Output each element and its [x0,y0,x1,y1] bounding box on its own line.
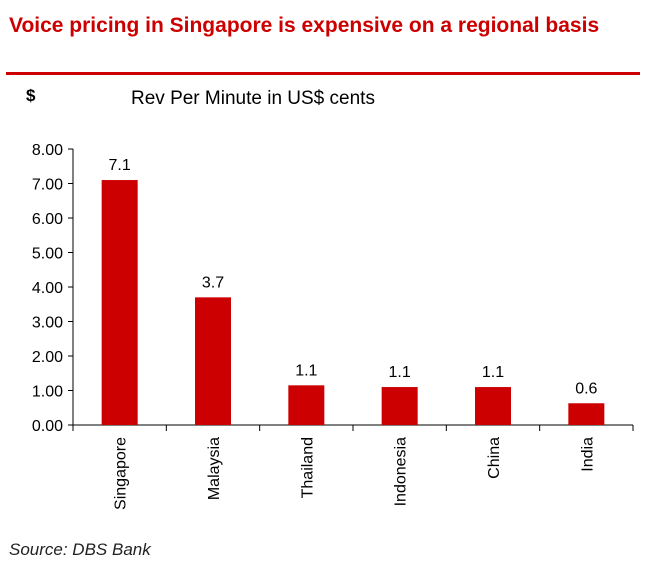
source-note: Source: DBS Bank [9,540,151,559]
chart-title: Rev Per Minute in US$ cents [131,88,375,109]
x-tick-label: India [579,437,596,472]
x-tick-label: Singapore [113,437,130,510]
title-rule [6,72,640,75]
bar [101,180,138,425]
bar [475,387,511,425]
y-tick-label: 0.00 [32,418,63,435]
x-tick-label: Malaysia [206,437,223,500]
data-label: 1.1 [482,364,504,381]
data-label: 0.6 [575,380,597,397]
data-label: 1.1 [389,364,411,381]
y-tick-label: 6.00 [32,211,63,228]
y-tick-label: 7.00 [32,177,63,194]
x-tick-label: Indonesia [393,437,410,506]
y-tick-label: 8.00 [32,142,63,159]
bar [381,387,418,425]
x-tick-label: China [486,437,503,479]
data-label: 7.1 [109,157,131,174]
y-tick-label: 4.00 [32,280,63,297]
bar [195,297,231,425]
bar [568,403,605,425]
data-label: 3.7 [202,274,224,291]
y-tick-label: 3.00 [32,315,63,332]
y-tick-label: 5.00 [32,246,63,263]
y-axis-label: $ [26,86,36,105]
y-tick-label: 2.00 [32,349,63,366]
bar [288,385,325,425]
y-tick-label: 1.00 [32,384,63,401]
headline: Voice pricing in Singapore is expensive … [9,14,600,37]
x-tick-label: Thailand [299,437,316,498]
data-label: 1.1 [295,362,317,379]
